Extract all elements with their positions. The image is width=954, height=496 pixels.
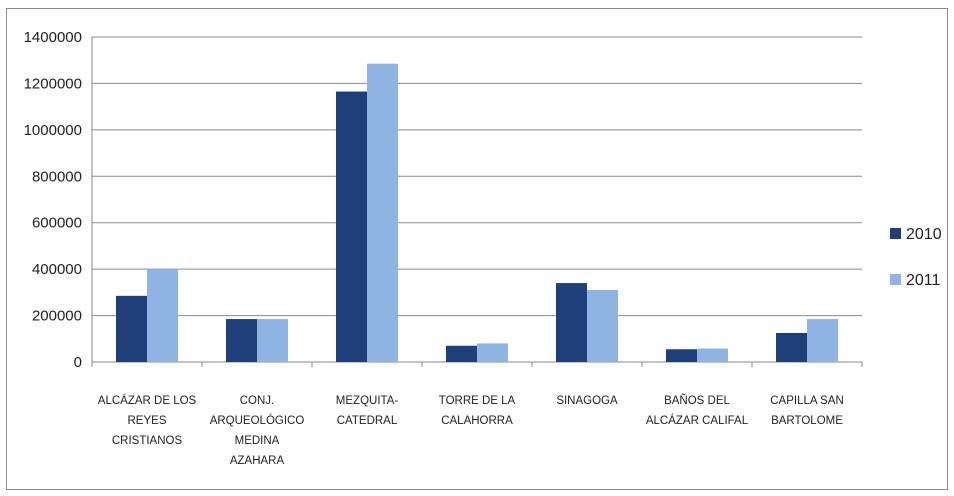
bar-2011 [477, 343, 508, 362]
x-category-label-line: CRISTIANOS [112, 435, 183, 447]
y-tick-label: 1400000 [24, 29, 82, 46]
bar-2010 [226, 319, 257, 362]
y-tick-label: 600000 [32, 215, 82, 232]
y-tick-label: 800000 [32, 168, 82, 185]
legend-label: 2010 [906, 226, 942, 243]
x-category-label-line: ALCÁZAR CALIFAL [646, 414, 749, 427]
bar-2010 [336, 91, 367, 362]
x-category-label-line: CONJ. [240, 395, 275, 407]
x-category-label-line: CAPILLA SAN [770, 395, 844, 407]
x-category-label-line: MEZQUITA- [336, 395, 399, 407]
y-tick-label: 400000 [32, 261, 82, 278]
x-category-label: SINAGOGA [556, 395, 618, 407]
x-category-label-line: REYES [128, 415, 167, 427]
y-tick-label: 200000 [32, 308, 82, 325]
bar-2010 [446, 345, 477, 362]
x-category-label-line: ALCÁZAR DE LOS [98, 394, 197, 407]
legend-label: 2011 [906, 272, 941, 289]
legend-swatch-2011 [890, 274, 901, 285]
x-category-label-line: BAÑOS DEL [664, 394, 730, 407]
bar-2011 [257, 319, 288, 362]
bar-2010 [666, 349, 697, 362]
x-category-label: CAPILLA SAN BARTOLOME [770, 395, 844, 427]
x-category-label: BAÑOS DEL ALCÁZAR CALIFAL [646, 394, 749, 427]
x-category-label: CONJ. ARQUEOLÓGICO MEDINA AZAHARA [210, 395, 305, 467]
x-category-label-line: CALAHORRA [441, 415, 513, 427]
x-category-label-line: SINAGOGA [556, 395, 618, 407]
y-tick-label: 1000000 [24, 122, 82, 139]
bar-2011 [367, 63, 398, 362]
bar-2010 [556, 283, 587, 362]
x-category-label-line: ARQUEOLÓGICO [210, 414, 305, 427]
bar-2011 [697, 348, 728, 362]
bar-2011 [807, 319, 838, 362]
bar-2011 [147, 269, 178, 362]
y-tick-label: 1200000 [24, 75, 82, 92]
x-category-label-line: AZAHARA [230, 455, 285, 467]
x-category-label: TORRE DE LA CALAHORRA [439, 395, 516, 427]
legend-swatch-2010 [890, 228, 901, 239]
x-category-label: ALCÁZAR DE LOS REYES CRISTIANOS [98, 394, 197, 447]
x-category-label-line: TORRE DE LA [439, 395, 516, 407]
bar-2010 [116, 295, 147, 362]
bar-2011 [587, 290, 618, 362]
chart-frame [6, 8, 948, 490]
x-category-label-line: CATEDRAL [337, 415, 398, 427]
x-category-label-line: BARTOLOME [771, 415, 843, 427]
y-tick-label: 0 [74, 354, 82, 371]
x-category-label-line: MEDINA [235, 435, 280, 447]
x-category-label: MEZQUITA- CATEDRAL [336, 395, 399, 427]
bar-2010 [776, 332, 807, 362]
